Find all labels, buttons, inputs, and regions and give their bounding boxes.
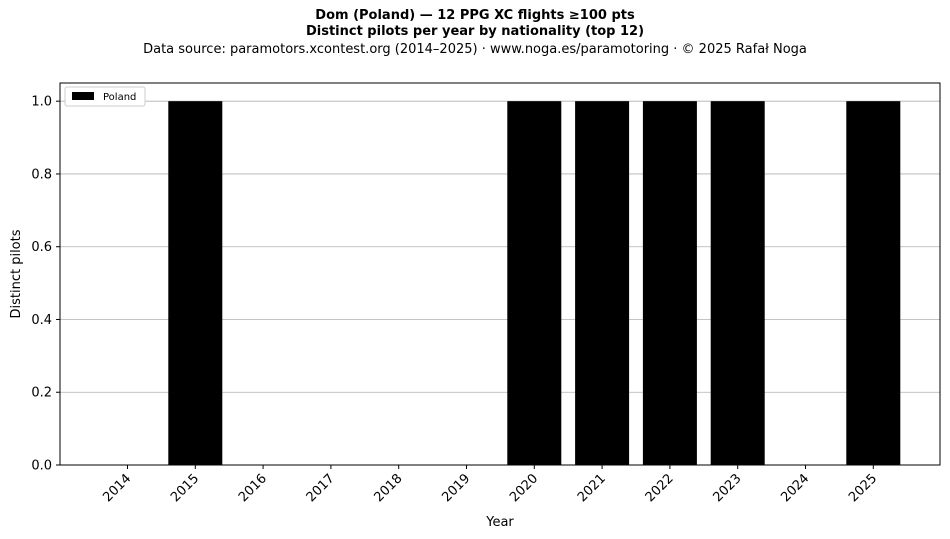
x-axis: 2014 2015 2016 2017 2018 2019 2020 2021 2022 2023…	[100, 465, 880, 505]
chart-titles: Dom (Poland) — 12 PPG XC flights ≥100 pt…	[0, 8, 950, 59]
y-tick-label: 1.0	[31, 95, 52, 110]
chart-title: Dom (Poland) — 12 PPG XC flights ≥100 pt…	[315, 8, 635, 23]
bar-2022	[642, 101, 697, 465]
y-tick-label: 0.4	[31, 313, 52, 328]
y-tick-label: 0.0	[31, 459, 52, 474]
y-axis-label: Distinct pilots	[9, 229, 24, 318]
x-tick-label: 2015	[168, 471, 202, 505]
x-tick-label: 2018	[372, 471, 406, 505]
legend-swatch-poland	[72, 92, 94, 100]
x-tick-label: 2024	[778, 471, 812, 505]
x-tick-label: 2023	[711, 471, 745, 505]
y-tick-label: 0.2	[31, 386, 52, 401]
x-tick-label: 2016	[236, 471, 270, 505]
y-tick-label: 0.8	[31, 167, 52, 182]
bar-2020	[507, 101, 562, 465]
chart-subtitle: Distinct pilots per year by nationality …	[305, 24, 645, 39]
x-axis-label: Year	[485, 515, 514, 530]
x-tick-label: 2021	[575, 471, 609, 505]
bar-2025	[846, 101, 901, 465]
legend-label-poland: Poland	[103, 92, 136, 103]
x-tick-label: 2019	[439, 471, 473, 505]
legend: Poland	[64, 86, 146, 107]
x-tick-label: 2017	[304, 471, 338, 505]
bar-2023	[710, 101, 765, 465]
x-tick-label: 2014	[100, 471, 134, 505]
bars	[168, 101, 901, 465]
x-tick-label: 2022	[643, 471, 677, 505]
legend-frame	[64, 86, 146, 107]
bar-2021	[575, 101, 630, 465]
x-tick-label: 2020	[507, 471, 541, 505]
y-tick-label: 0.6	[31, 240, 52, 255]
bar-2015	[168, 101, 223, 465]
x-tick-label: 2025	[846, 471, 880, 505]
y-axis: 0.0 0.2 0.4 0.6 0.8 1.0	[31, 95, 60, 474]
chart-source-note: Data source: paramotors.xcontest.org (20…	[143, 42, 807, 57]
plot-frame	[59, 82, 941, 466]
